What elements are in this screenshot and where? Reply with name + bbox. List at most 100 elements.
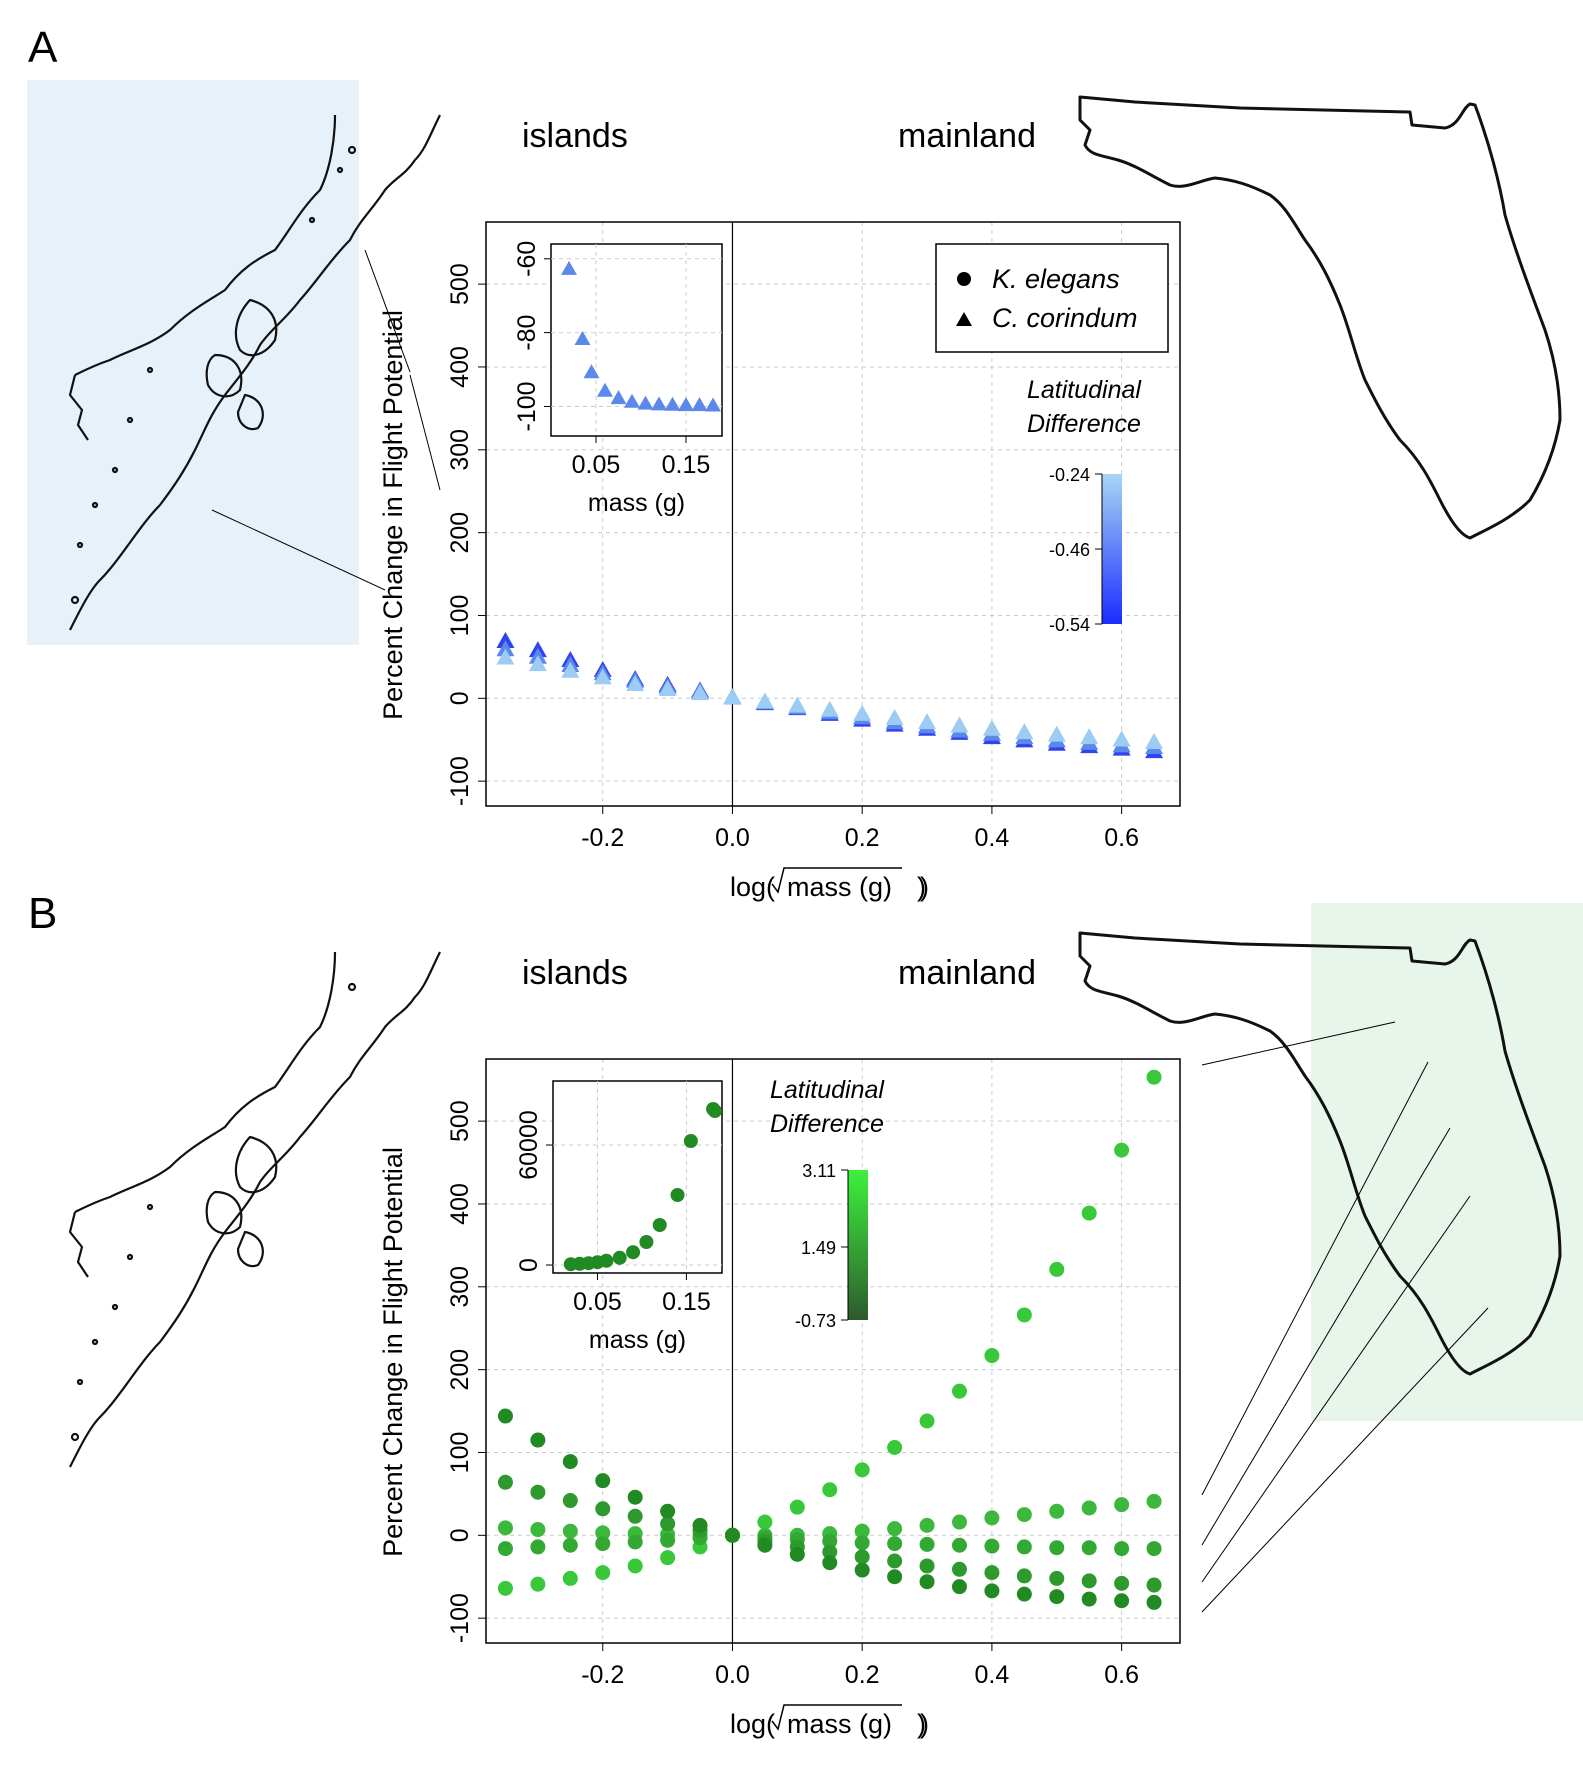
y-axis-label-a: Percent Change in Flight Potential: [378, 310, 408, 720]
data-point-triangle: [528, 655, 547, 672]
data-point-triangle: [885, 709, 904, 726]
inset-point-triangle: [561, 260, 577, 275]
inset-point-triangle: [624, 393, 640, 408]
data-point-circle: [1016, 1586, 1032, 1602]
data-point-circle: [497, 1580, 513, 1596]
data-point-circle: [562, 1523, 578, 1539]
x-tick-label: 0.6: [1104, 1661, 1139, 1689]
inset-point-circle: [652, 1218, 667, 1232]
data-point-triangle: [950, 716, 969, 733]
x-tick-label: 0.6: [1104, 824, 1139, 852]
data-point-circle: [887, 1569, 903, 1585]
data-point-circle: [627, 1534, 643, 1550]
y-tick-label: 300: [446, 429, 474, 471]
data-point-circle: [919, 1558, 935, 1574]
inset-point-triangle: [664, 396, 681, 411]
data-point-circle: [660, 1532, 676, 1548]
data-point-circle: [1114, 1541, 1130, 1557]
inset-y-tick-label: -60: [513, 241, 541, 277]
data-point-circle: [789, 1499, 805, 1515]
data-point-circle: [562, 1537, 578, 1553]
inset-frame: [552, 1080, 723, 1274]
x-label-close-b: ): [920, 1709, 929, 1739]
inset-point-triangle: [637, 395, 654, 410]
inset-point-triangle: [610, 390, 627, 405]
data-point-circle: [1081, 1591, 1097, 1607]
inset-point-circle: [707, 1104, 722, 1118]
data-point-triangle: [496, 631, 515, 648]
data-point-circle: [1146, 1541, 1162, 1557]
x-tick-label: -0.2: [581, 824, 624, 852]
data-point-circle: [919, 1413, 935, 1429]
data-point-circle: [887, 1521, 903, 1537]
data-point-circle: [854, 1535, 870, 1551]
y-tick-label: 400: [446, 346, 474, 388]
data-point-circle: [562, 1454, 578, 1470]
x-tick-label: 0.4: [975, 1661, 1010, 1689]
data-point-triangle: [658, 680, 677, 697]
data-point-triangle: [755, 692, 774, 709]
data-point-circle: [724, 1527, 740, 1543]
data-point-circle: [984, 1565, 1000, 1581]
panel-b: B island: [28, 889, 1583, 1739]
inset-point-circle: [670, 1188, 685, 1202]
data-point-circle: [984, 1583, 1000, 1599]
data-point-circle: [497, 1474, 513, 1490]
data-point-triangle: [1047, 725, 1066, 742]
data-point-circle: [1049, 1503, 1065, 1519]
x-tick-label: 0.0: [715, 824, 750, 852]
data-point-circle: [822, 1482, 838, 1498]
inset-y-tick-label: 0: [515, 1258, 543, 1272]
x-axis-label-a: log( mass (g) ) ): [730, 867, 929, 902]
data-point-circle: [595, 1536, 611, 1552]
y-tick-label: 500: [446, 1100, 474, 1142]
data-point-circle: [984, 1538, 1000, 1554]
y-tick-label: 400: [446, 1183, 474, 1225]
inset-point-triangle: [691, 397, 708, 412]
colorbar-a: Latitudinal Difference -0.24 -0.46 -0.54: [1027, 376, 1142, 635]
data-point-circle: [984, 1510, 1000, 1526]
x-label-prefix-a: log(: [730, 872, 775, 902]
inset-point-triangle: [583, 364, 600, 379]
y-tick-label: 0: [446, 691, 474, 705]
inset-x-axis-label: mass (g): [588, 489, 685, 517]
y-tick-label: 200: [446, 1349, 474, 1391]
legend-label-k-elegans: K. elegans: [992, 264, 1120, 294]
x-tick-label: -0.2: [581, 1661, 624, 1689]
data-point-circle: [595, 1473, 611, 1489]
data-point-circle: [951, 1383, 967, 1399]
data-point-triangle: [593, 668, 612, 685]
inset-point-circle: [599, 1253, 614, 1268]
data-point-circle: [1049, 1589, 1065, 1605]
inset-x-tick-label: 0.15: [662, 1288, 711, 1316]
data-point-circle: [1016, 1568, 1032, 1584]
florida-mainland-map: [1078, 95, 1562, 540]
data-point-triangle: [626, 675, 645, 692]
x-axis-label-b: log( mass (g) ) ): [730, 1704, 929, 1739]
colorbar-tick-b-mid: 1.49: [801, 1238, 836, 1258]
data-point-triangle: [820, 700, 839, 717]
data-point-circle: [1016, 1507, 1032, 1523]
data-point-circle: [1114, 1593, 1130, 1609]
data-point-circle: [660, 1516, 676, 1532]
data-point-triangle: [1112, 730, 1131, 747]
inset-point-triangle: [574, 331, 591, 345]
data-point-triangle: [496, 648, 515, 665]
y-axis-label-b: Percent Change in Flight Potential: [378, 1147, 408, 1557]
inset-y-tick-label: -80: [513, 315, 541, 351]
colorbar-gradient-a: [1102, 474, 1122, 624]
data-point-circle: [1081, 1540, 1097, 1556]
data-point-circle: [627, 1489, 643, 1505]
data-point-circle: [854, 1549, 870, 1565]
colorbar-tick-b-top: 3.11: [802, 1161, 836, 1181]
x-label-inner-a: mass (g): [787, 872, 892, 902]
data-point-circle: [1146, 1594, 1162, 1610]
data-point-circle: [887, 1553, 903, 1569]
y-tick-label: 500: [446, 263, 474, 305]
inset-point-circle: [612, 1250, 627, 1265]
data-point-circle: [595, 1501, 611, 1517]
legend-a: K. elegans C. corindum: [935, 243, 1169, 353]
data-point-circle: [1081, 1205, 1097, 1221]
data-point-circle: [530, 1432, 546, 1448]
